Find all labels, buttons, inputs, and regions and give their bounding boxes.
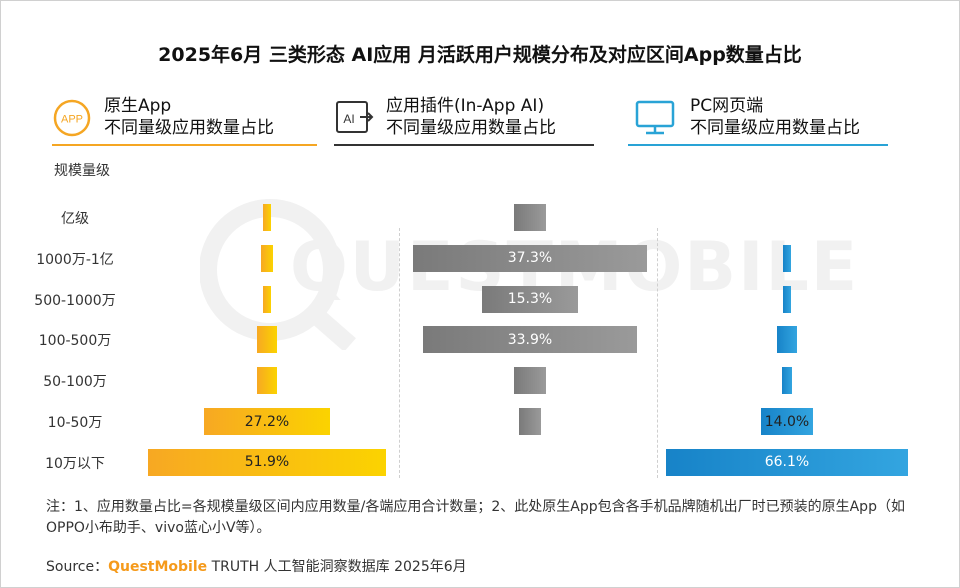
category-label: 10万以下 [45,455,105,472]
bar [781,367,793,395]
bar: 66.1% [666,448,908,476]
footnote: 注：1、应用数量占比=各规模量级区间内应用数量/各端应用合计数量；2、此处原生A… [46,499,905,536]
app-icon-text: APP [61,114,83,126]
bar [513,204,547,231]
bar [783,244,791,272]
data-label: 14.0% [764,413,810,430]
panel-underline [628,144,888,146]
panel-underline [52,144,317,146]
bar [257,367,277,395]
source-rest: TRUTH 人工智能洞察数据库 2025年6月 [207,559,467,575]
data-label: 27.2% [244,413,290,430]
panel-divider [657,228,658,478]
bar [256,326,278,354]
app-circle-icon: APP [53,99,91,137]
bar [262,285,272,313]
category-label: 500-1000万 [34,292,116,309]
data-label: 33.9% [507,331,553,348]
bar: 37.3% [412,244,648,272]
panel-title-in-app-ai: 应用插件(In-App AI) 不同量级应用数量占比 [386,95,556,139]
category-label: 10-50万 [47,415,103,431]
data-label: 66.1% [764,454,810,471]
panel-title-line2: 不同量级应用数量占比 [104,118,274,138]
monitor-icon [635,100,675,135]
panel-header-pc-web: PC网页端 不同量级应用数量占比 [628,92,888,148]
panel-divider [399,228,400,478]
bar: 14.0% [761,408,813,435]
panel-title-pc-web: PC网页端 不同量级应用数量占比 [690,95,860,139]
category-label: 1000万-1亿 [36,251,114,268]
panel-underline [334,144,594,146]
source-prefix: Source： [46,559,109,575]
panel-title-line1: PC网页端 [690,96,764,116]
bar: 33.9% [423,326,637,354]
bar [519,408,541,435]
bar [261,244,273,272]
chart-title: 2025年6月 三类形态 AI应用 月活跃用户规模分布及对应区间App数量占比 [158,44,802,66]
bar: 15.3% [481,285,579,313]
ai-plugin-icon: AI [336,101,374,133]
category-label: 50-100万 [43,374,107,391]
bar: 51.9% [147,448,387,476]
ai-icon-text: AI [343,112,354,126]
panel-header-native-app: APP 原生App 不同量级应用数量占比 [52,92,317,148]
category-label: 100-500万 [38,333,112,350]
panel-title-native-app: 原生App 不同量级应用数量占比 [104,95,274,139]
panel-title-line2: 不同量级应用数量占比 [690,118,860,138]
size-axis-title: 规模量级 [54,163,110,179]
panel-header-in-app-ai: AI 应用插件(In-App AI) 不同量级应用数量占比 [334,92,594,148]
data-label: 15.3% [507,291,553,308]
bar [262,204,272,231]
source-brand: QuestMobile [108,559,208,575]
bar: 27.2% [204,408,330,435]
bar [783,285,791,313]
source-line: Source：QuestMobile TRUTH 人工智能洞察数据库 2025年… [46,556,467,576]
bar [513,367,547,395]
category-label: 亿级 [61,211,89,227]
panel-title-line1: 原生App [104,96,172,116]
data-label: 37.3% [507,250,553,267]
panel-title-line2: 不同量级应用数量占比 [386,118,556,138]
panel-title-line1: 应用插件(In-App AI) [386,96,545,116]
bar [776,326,798,354]
data-label: 51.9% [244,454,290,471]
